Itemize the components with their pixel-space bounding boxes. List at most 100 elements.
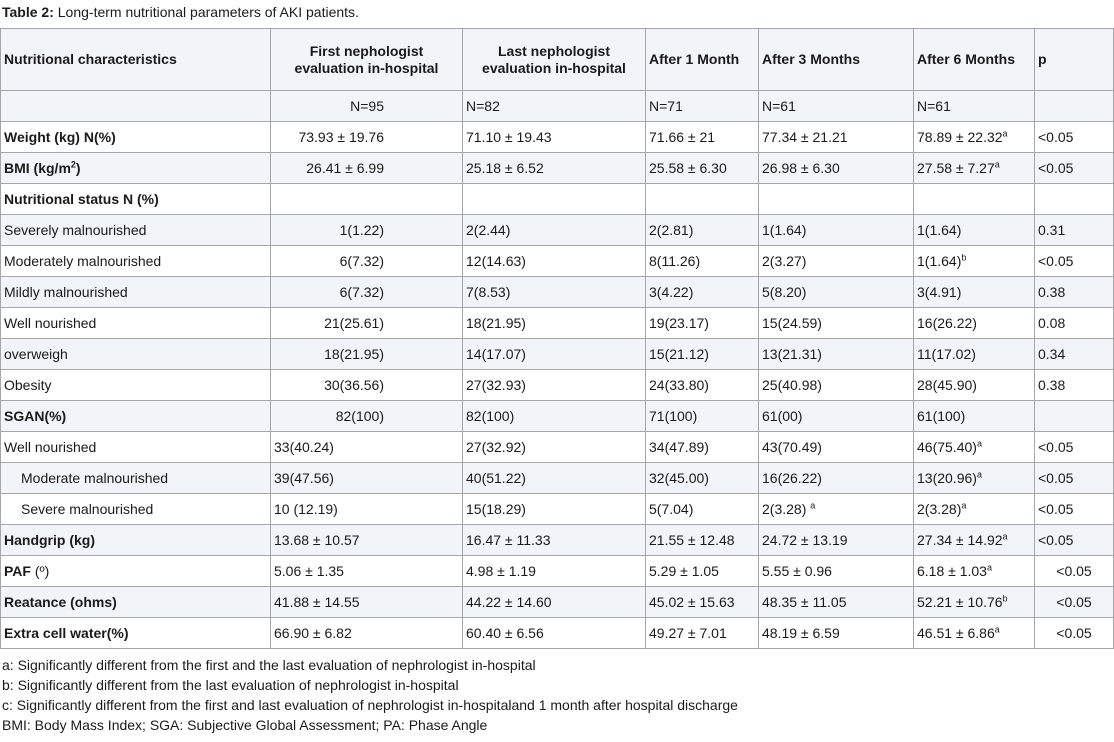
cell-1-month: 71.66 ± 21: [645, 121, 759, 153]
cell-p: <0.05: [1034, 617, 1114, 649]
row-label-text: overweigh: [4, 345, 68, 362]
table-row: Moderately malnourished 6(7.32) 12(14.63) 8…: [0, 245, 1114, 277]
cell-6-months: 16(26.22): [913, 307, 1035, 339]
superscript-marker: a: [994, 623, 1000, 634]
row-label: Reatance (ohms): [0, 586, 271, 618]
cell-6-months: 1(1.64)b: [913, 245, 1035, 277]
cell-1-month: 5.29 ± 1.05: [645, 555, 759, 587]
row-label: Severely malnourished: [0, 214, 271, 246]
header-p: p: [1034, 28, 1114, 91]
cell-3-months-value: 25(40.98): [762, 376, 822, 393]
n-cell-p: [1034, 90, 1114, 122]
cell-first-eval: 6(7.32): [270, 276, 463, 308]
cell-p: <0.05: [1034, 524, 1114, 556]
label-superscript: 2: [70, 158, 76, 169]
row-label-text: Mildly malnourished: [4, 283, 128, 300]
row-label-text: SGAN(%): [4, 407, 67, 424]
superscript-marker: a: [1002, 127, 1008, 138]
cell-6-months-value: 3(4.91): [917, 283, 962, 300]
cell-first-eval: 26.41 ± 6.99: [270, 152, 463, 184]
cell-1-month-value: 15(21.12): [649, 345, 709, 362]
superscript-marker: a: [810, 499, 816, 510]
cell-3-months: 25(40.98): [758, 369, 914, 401]
cell-p: [1034, 183, 1114, 215]
cell-6-months: 11(17.02): [913, 338, 1035, 370]
row-label-text: Nutritional status N (%): [4, 190, 159, 207]
n-cell-3m: N=61: [758, 90, 914, 122]
cell-last-eval: 14(17.07): [462, 338, 646, 370]
cell-3-months-value: 48.19 ± 6.59: [762, 624, 840, 641]
cell-1-month-value: 71.66 ± 21: [649, 128, 716, 145]
cell-1-month: 19(23.17): [645, 307, 759, 339]
cell-3-months-value: 5.55 ± 0.96: [762, 562, 832, 579]
cell-3-months-value: 77.34 ± 21.21: [762, 128, 848, 145]
cell-3-months: 1(1.64): [758, 214, 914, 246]
cell-p: <0.05: [1034, 245, 1114, 277]
cell-p-value: <0.05: [1038, 469, 1074, 486]
n-cell-6m: N=61: [913, 90, 1035, 122]
cell-6-months: 28(45.90): [913, 369, 1035, 401]
cell-last-eval: 40(51.22): [462, 462, 646, 494]
cell-6-months: 13(20.96)a: [913, 462, 1035, 494]
n-cell-last: N=82: [462, 90, 646, 122]
cell-3-months-value: 26.98 ± 6.30: [762, 159, 840, 176]
cell-last-eval-value: 60.40 ± 6.56: [466, 624, 544, 641]
cell-3-months-value: 16(26.22): [762, 469, 822, 486]
cell-6-months-value: 27.34 ± 14.92: [917, 531, 1003, 548]
cell-p: <0.05: [1034, 586, 1114, 618]
cell-6-months-value: 11(17.02): [917, 345, 976, 362]
cell-1-month: 71(100): [645, 400, 759, 432]
row-label: Nutritional status N (%): [0, 183, 271, 215]
cell-p-value: <0.05: [1038, 500, 1074, 517]
superscript-marker: a: [976, 437, 982, 448]
cell-p-value: 0.38: [1038, 376, 1066, 393]
superscript-marker: a: [961, 499, 967, 510]
cell-last-eval-value: 15(18.29): [466, 500, 526, 517]
header-1-month: After 1 Month: [645, 28, 759, 91]
cell-first-eval: 5.06 ± 1.35: [270, 555, 463, 587]
table-row: Mildly malnourished 6(7.32) 7(8.53) 3(4.22)…: [0, 276, 1114, 308]
cell-1-month: 15(21.12): [645, 338, 759, 370]
cell-6-months-value: 1(1.64): [917, 252, 962, 269]
cell-last-eval: 15(18.29): [462, 493, 646, 525]
cell-first-eval: [270, 183, 463, 215]
cell-last-eval: 44.22 ± 14.60: [462, 586, 646, 618]
cell-last-eval: 27(32.93): [462, 369, 646, 401]
table-row: Nutritional status N (%): [0, 183, 1114, 215]
cell-first-eval: 66.90 ± 6.82: [270, 617, 463, 649]
row-label-text: Severely malnourished: [4, 221, 147, 238]
cell-first-eval-value: 1(1.22): [339, 221, 384, 238]
cell-3-months-value: 15(24.59): [762, 314, 822, 331]
cell-first-eval-value: 66.90 ± 6.82: [274, 624, 352, 641]
cell-6-months-value: 46(75.40): [917, 438, 977, 455]
cell-3-months: 77.34 ± 21.21: [758, 121, 914, 153]
cell-last-eval: 82(100): [462, 400, 646, 432]
header-6-months: After 6 Months: [913, 28, 1035, 91]
cell-6-months-value: 1(1.64): [917, 221, 962, 238]
cell-6-months-value: 78.89 ± 22.32: [917, 128, 1003, 145]
cell-first-eval: 21(25.61): [270, 307, 463, 339]
cell-first-eval-value: 18(21.95): [324, 345, 384, 362]
cell-1-month-value: 5.29 ± 1.05: [649, 562, 719, 579]
cell-3-months: 43(70.49): [758, 431, 914, 463]
table-row: BMI (kg/m2) 26.41 ± 6.99 25.18 ± 6.52 25.58…: [0, 152, 1114, 184]
cell-first-eval-value: 41.88 ± 14.55: [274, 593, 360, 610]
cell-p: <0.05: [1034, 152, 1114, 184]
cell-1-month: 2(2.81): [645, 214, 759, 246]
row-label-text: Reatance (ohms): [4, 593, 117, 610]
row-label: Handgrip (kg): [0, 524, 271, 556]
table-row: Obesity 30(36.56) 27(32.93) 24(33.80) 25(40.…: [0, 369, 1114, 401]
footnote-b: b: Significantly different from the last…: [2, 677, 459, 693]
cell-3-months: [758, 183, 914, 215]
cell-last-eval-value: 27(32.92): [466, 438, 526, 455]
cell-3-months: 5(8.20): [758, 276, 914, 308]
superscript-marker: b: [1002, 592, 1008, 603]
row-label-text: Well nourished: [4, 438, 97, 455]
cell-6-months: 46.51 ± 6.86a: [913, 617, 1035, 649]
row-label: Obesity: [0, 369, 271, 401]
row-label-text: Moderately malnourished: [4, 252, 162, 269]
table-row: Severe malnourished 10 (12.19) 15(18.29) 5(…: [0, 493, 1114, 525]
row-label-text: Severe malnourished: [21, 500, 154, 517]
row-label: Well nourished: [0, 307, 271, 339]
cell-p: 0.38: [1034, 276, 1114, 308]
